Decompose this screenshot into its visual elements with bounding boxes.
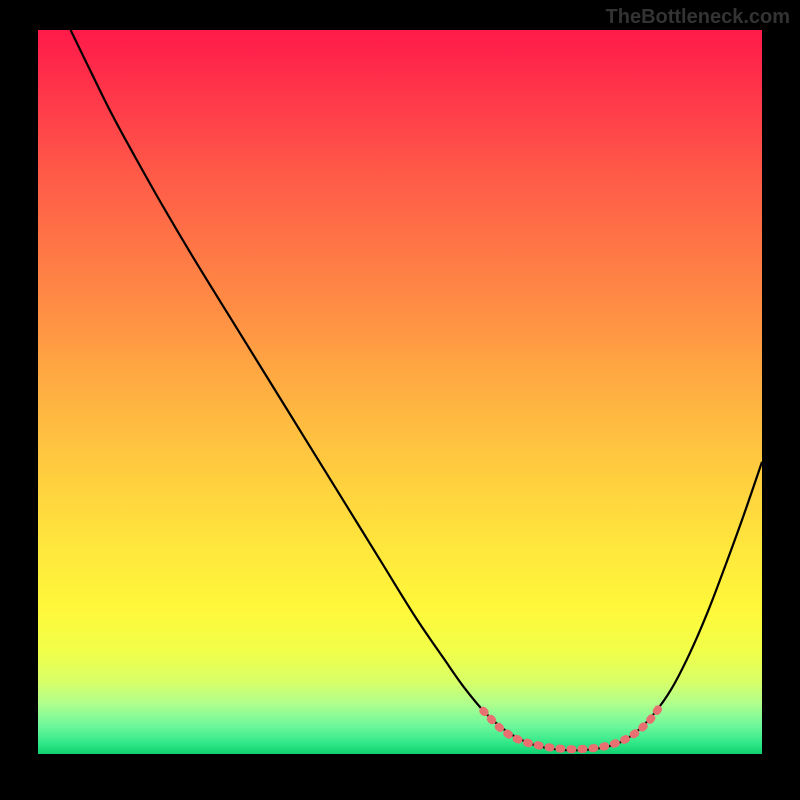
watermark-text: TheBottleneck.com [606, 6, 790, 29]
main-curve [71, 30, 762, 750]
plot-area [38, 30, 762, 762]
marker-band [483, 703, 662, 749]
curve-layer [38, 30, 762, 762]
